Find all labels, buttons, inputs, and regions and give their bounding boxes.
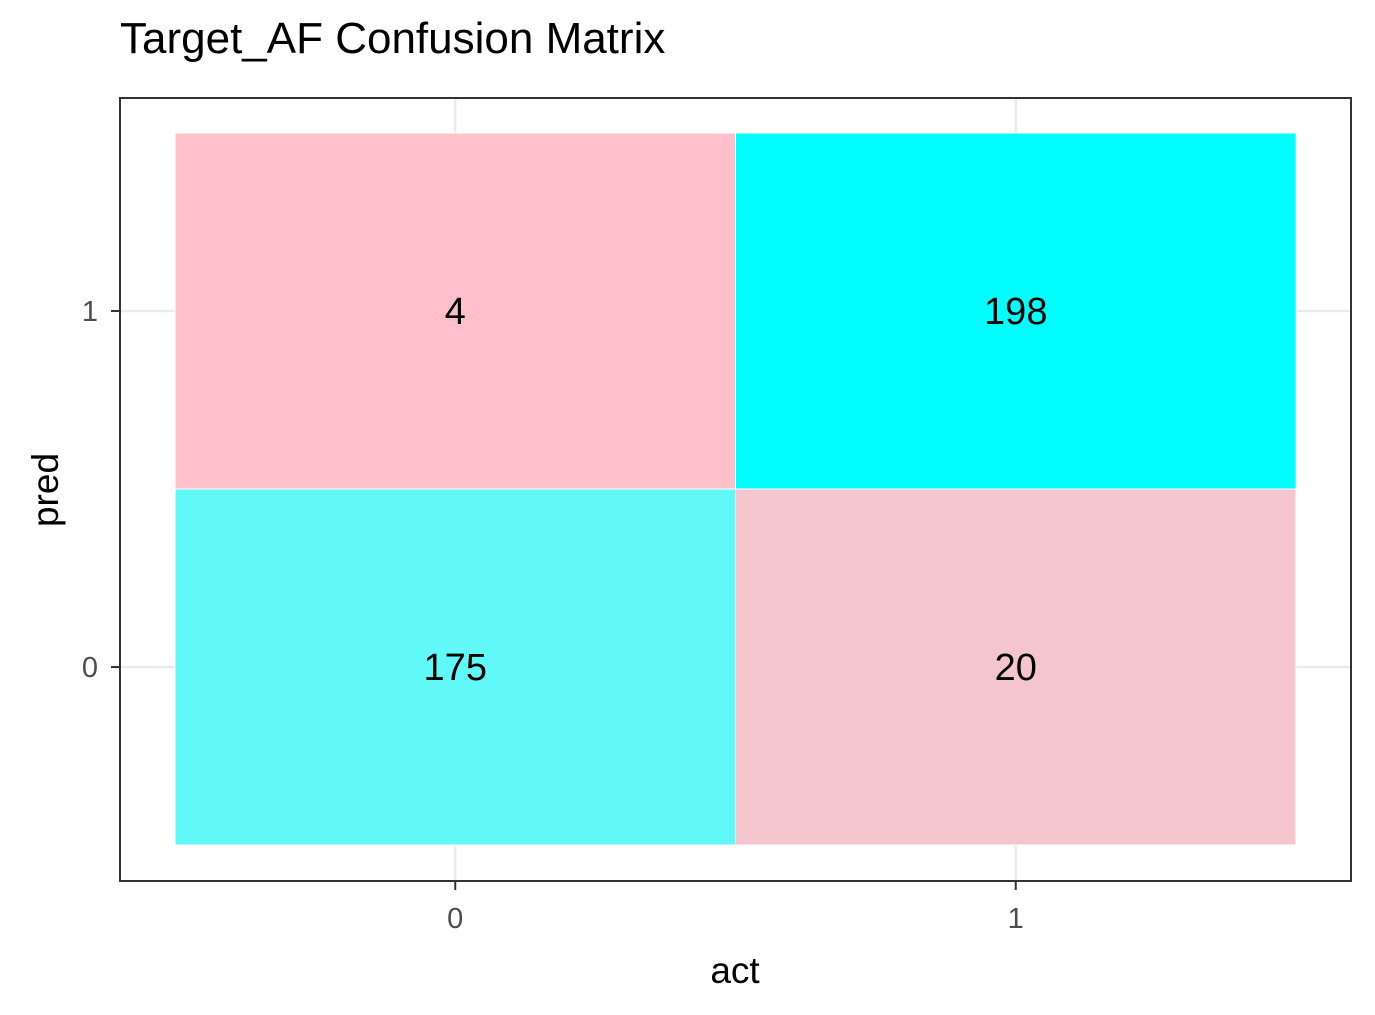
cell-value-label: 175	[424, 647, 487, 689]
panel-border	[119, 97, 1352, 882]
x-tick-label: 1	[1008, 903, 1024, 935]
x-tick-label: 0	[447, 903, 463, 935]
y-tick-label: 1	[82, 296, 98, 328]
heatmap-cell	[735, 488, 1297, 846]
y-tick-label: 0	[82, 652, 98, 684]
axes: 0 1 0 1	[82, 97, 1352, 935]
cell-value-label: 20	[995, 647, 1037, 689]
cell-labels: 4 198 175 20	[424, 291, 1048, 689]
cell-value-label: 4	[445, 291, 466, 333]
x-axis-label: act	[710, 950, 760, 991]
chart-title: Target_AF Confusion Matrix	[120, 14, 666, 63]
heatmap-cells	[174, 132, 1297, 846]
y-axis-label: pred	[25, 453, 66, 527]
heatmap-cell	[174, 488, 736, 846]
cell-value-label: 198	[984, 291, 1047, 333]
heatmap-cell	[735, 132, 1297, 490]
